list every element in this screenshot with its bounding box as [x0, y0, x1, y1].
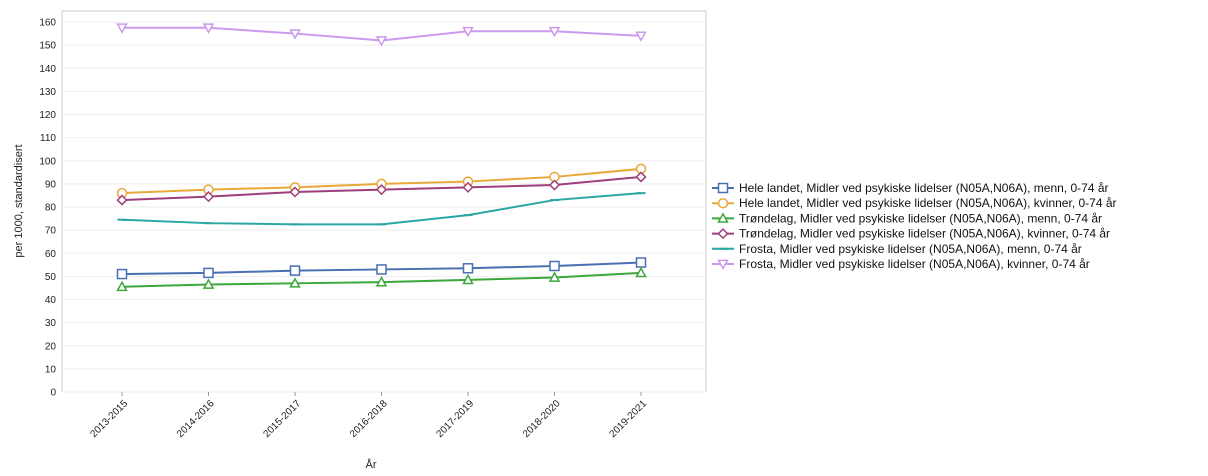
- y-tick-label: 70: [45, 226, 57, 237]
- data-point: [635, 266, 647, 278]
- legend-item: Frosta, Midler ved psykiske lidelser (N0…: [712, 242, 1082, 256]
- data-point: [548, 26, 561, 38]
- data-point: [548, 271, 561, 282]
- y-tick-label: 10: [45, 364, 57, 375]
- y-tick-label: 130: [39, 87, 56, 98]
- data-point: [462, 273, 474, 285]
- data-point: [203, 267, 214, 279]
- y-tick-label: 80: [45, 203, 57, 214]
- data-point: [635, 171, 647, 183]
- legend-item: Trøndelag, Midler ved psykiske lidelser …: [712, 211, 1102, 225]
- data-point: [375, 36, 388, 47]
- legend-label: Hele landet, Midler ved psykiske lidelse…: [739, 181, 1109, 195]
- y-tick-label: 160: [39, 18, 56, 29]
- y-axis-ticks: 0 10 20 30 40 50 60 70 80 90 100 110 120 130 140 150 160: [39, 18, 56, 399]
- legend-marker: [717, 259, 729, 271]
- legend-item: Hele landet, Midler ved psykiske lidelse…: [712, 196, 1117, 210]
- data-point: [462, 263, 474, 274]
- legend-marker: [717, 228, 729, 240]
- data-point: [202, 23, 215, 34]
- x-tick-label: 2013-2015: [89, 398, 131, 440]
- data-point: [116, 280, 128, 292]
- x-axis-title: År: [366, 458, 377, 471]
- data-point: [462, 26, 474, 38]
- legend-item: Hele landet, Midler ved psykiske lidelse…: [712, 181, 1109, 195]
- x-tick-label: 2019-2021: [608, 398, 650, 440]
- series-5: [117, 192, 646, 226]
- y-tick-label: 0: [50, 388, 56, 399]
- plot-area: [61, 10, 707, 393]
- series-4: [116, 171, 647, 206]
- data-point: [635, 31, 647, 42]
- data-point: [116, 268, 128, 280]
- legend: Hele landet, Midler ved psykiske lidelse…: [712, 181, 1117, 271]
- legend-marker: [717, 197, 729, 209]
- data-point: [376, 264, 387, 275]
- legend-label: Frosta, Midler ved psykiske lidelser (N0…: [739, 257, 1090, 271]
- legend-item: Trøndelag, Midler ved psykiske lidelser …: [712, 227, 1110, 241]
- y-tick-label: 140: [39, 64, 56, 75]
- x-axis-ticks: 2013-2015 2014-2016 2015-2017 2016-2018 2017…: [89, 392, 650, 440]
- y-tick-label: 110: [40, 133, 56, 144]
- y-tick-label: 20: [45, 341, 57, 352]
- legend-label: Frosta, Midler ved psykiske lidelser (N0…: [739, 242, 1082, 256]
- y-tick-label: 50: [45, 272, 57, 283]
- data-point: [116, 194, 128, 206]
- y-tick-label: 30: [45, 318, 57, 329]
- legend-item: Frosta, Midler ved psykiske lidelser (N0…: [712, 257, 1090, 271]
- data-point: [375, 184, 388, 196]
- series-3: [116, 266, 647, 292]
- y-tick-label: 100: [39, 156, 56, 167]
- data-point: [116, 23, 128, 34]
- legend-label: Hele landet, Midler ved psykiske lidelse…: [739, 196, 1117, 210]
- legend-marker: [717, 212, 729, 223]
- y-tick-label: 120: [39, 110, 56, 121]
- x-tick-label: 2018-2020: [521, 398, 563, 440]
- data-point: [289, 29, 301, 40]
- data-point: [549, 260, 560, 272]
- y-tick-label: 40: [45, 295, 57, 306]
- y-axis-title: per 1000, standardisert: [13, 144, 25, 257]
- data-point: [375, 276, 388, 287]
- legend-label: Trøndelag, Midler ved psykiske lidelser …: [739, 211, 1102, 225]
- data-point: [548, 179, 561, 191]
- y-tick-label: 60: [45, 249, 57, 260]
- y-tick-label: 150: [39, 41, 56, 52]
- legend-label: Trøndelag, Midler ved psykiske lidelser …: [739, 227, 1110, 241]
- series-group: [116, 23, 647, 292]
- y-tick-label: 90: [45, 179, 57, 190]
- data-point: [635, 257, 647, 268]
- x-tick-label: 2016-2018: [348, 398, 390, 440]
- data-point: [289, 265, 301, 276]
- x-tick-label: 2014-2016: [175, 398, 217, 440]
- data-point: [202, 278, 215, 289]
- data-point: [462, 181, 474, 193]
- x-tick-label: 2015-2017: [262, 398, 304, 440]
- legend-marker: [717, 182, 729, 194]
- data-point: [289, 277, 301, 288]
- data-point: [289, 186, 301, 198]
- data-point: [202, 191, 215, 203]
- x-tick-label: 2017-2019: [435, 398, 477, 440]
- series-6: [116, 23, 647, 47]
